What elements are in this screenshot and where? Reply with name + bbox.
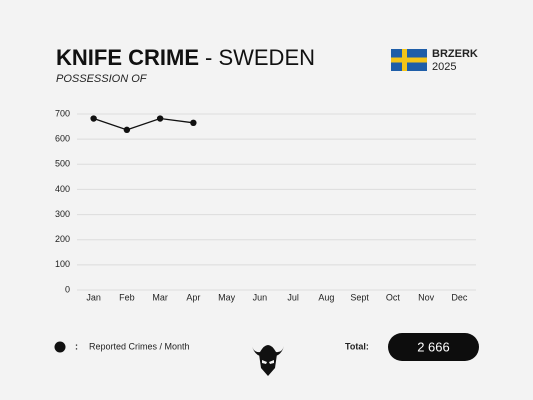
data-point <box>90 115 97 122</box>
y-tick-label: 500 <box>55 159 70 169</box>
data-point <box>123 126 131 134</box>
x-tick-label: Aug <box>318 292 334 302</box>
x-tick-label: Sept <box>350 292 369 302</box>
y-tick-label: 0 <box>65 284 70 294</box>
subtitle: POSSESSION OF <box>56 73 148 85</box>
title-suffix: - SWEDEN <box>205 45 315 70</box>
total-pill <box>388 333 479 361</box>
logo <box>252 345 284 376</box>
y-tick-label: 600 <box>55 134 70 144</box>
year: 2025 <box>432 61 456 73</box>
flag <box>391 49 427 71</box>
y-tick-label: 200 <box>55 234 70 244</box>
legend-separator: : <box>75 341 78 351</box>
total-label: Total: <box>345 341 369 351</box>
x-tick-label: Mar <box>152 292 168 302</box>
x-tick-label: May <box>218 292 236 302</box>
x-tick-label: Feb <box>119 292 135 302</box>
x-tick-label: Oct <box>386 292 401 302</box>
y-tick-label: 300 <box>55 209 70 219</box>
series-line <box>93 117 194 131</box>
y-tick-label: 700 <box>55 108 70 118</box>
legend-label: Reported Crimes / Month <box>89 341 190 351</box>
x-tick-label: Jun <box>253 292 268 302</box>
total-value: 2 666 <box>417 339 450 354</box>
legend-marker <box>54 341 66 353</box>
x-tick-label: Dec <box>451 292 468 302</box>
x-tick-label: Jul <box>287 292 299 302</box>
chart-title: KNIFE CRIME - SWEDEN <box>56 45 315 70</box>
y-tick-label: 100 <box>55 259 70 269</box>
x-tick-label: Apr <box>186 292 200 302</box>
y-tick-label: 400 <box>55 184 70 194</box>
x-tick-label: Jan <box>86 292 101 302</box>
data-point <box>190 119 197 127</box>
title-bold: KNIFE CRIME <box>56 45 199 70</box>
data-point <box>156 115 164 122</box>
brand: BRZERK <box>432 48 478 60</box>
x-tick-label: Nov <box>418 292 435 302</box>
